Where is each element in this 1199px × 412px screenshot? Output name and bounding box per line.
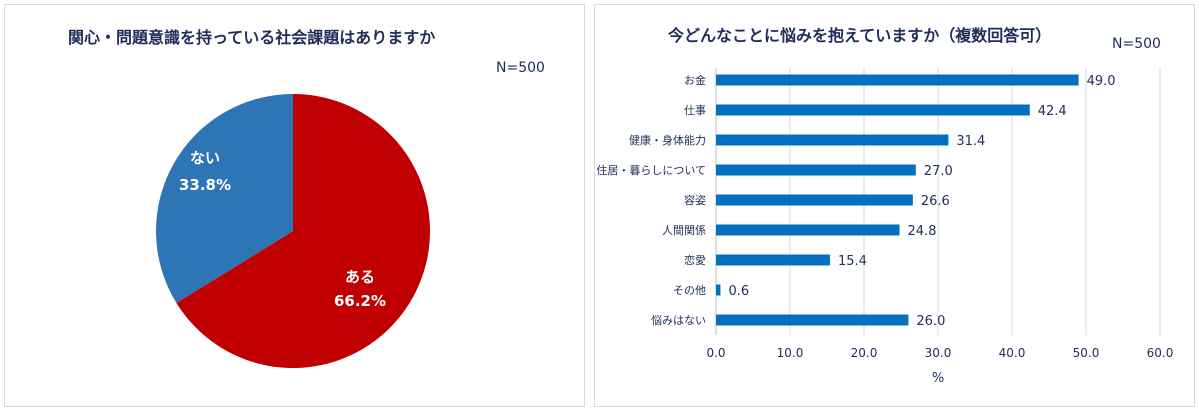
bar-value-label: 26.6	[921, 194, 950, 209]
x-tick-label: 10.0	[777, 346, 804, 360]
bar	[716, 194, 913, 206]
bar-sample-size: N=500	[1112, 36, 1161, 52]
category-label: 容姿	[684, 193, 706, 207]
bar-value-label: 26.0	[916, 314, 945, 329]
bar	[716, 314, 909, 326]
x-tick-label: 0.0	[706, 346, 725, 360]
x-tick-label: 40.0	[999, 346, 1026, 360]
bar	[716, 284, 721, 296]
bar	[716, 164, 916, 176]
bar-value-label: 27.0	[924, 164, 953, 179]
bar-value-label: 24.8	[908, 224, 937, 239]
category-label: 健康・身体能力	[629, 133, 706, 147]
category-label: 人間関係	[662, 224, 706, 237]
bar	[716, 104, 1030, 116]
x-axis-label: %	[932, 371, 944, 386]
bar-value-label: 31.4	[956, 134, 985, 149]
pie-label-aru: ある	[345, 268, 375, 286]
pie-value-nai: 33.8%	[179, 176, 231, 194]
bar-value-label: 15.4	[838, 254, 867, 269]
bar	[716, 134, 949, 146]
category-label: 悩みはない	[651, 313, 706, 327]
category-label: 恋愛	[684, 253, 706, 267]
category-label: お金	[684, 73, 706, 87]
pie-label-nai: ない	[190, 149, 220, 167]
category-label: 仕事	[684, 104, 706, 117]
pie-value-aru: 66.2%	[334, 292, 386, 310]
bar-chart-title: 今どんなことに悩みを抱えていますか（複数回答可）	[668, 26, 1052, 45]
pie-slice-nai	[156, 94, 293, 303]
pie-sample-size: N=500	[496, 60, 545, 76]
x-tick-label: 20.0	[851, 346, 878, 360]
bar	[716, 74, 1079, 86]
x-tick-label: 50.0	[1073, 346, 1100, 360]
bar-value-label: 49.0	[1087, 74, 1116, 89]
pie-chart: ある 66.2% ない 33.8%	[156, 94, 430, 368]
bar-value-label: 0.6	[728, 284, 749, 299]
bar	[716, 224, 900, 236]
category-label: その他	[673, 284, 706, 297]
pie-slice-aru	[176, 94, 430, 368]
category-label: 住居・暮らしについて	[596, 163, 706, 177]
x-tick-label: 60.0	[1147, 346, 1174, 360]
bar-value-label: 42.4	[1038, 104, 1067, 119]
bar	[716, 254, 830, 266]
pie-chart-title: 関心・問題意識を持っている社会課題はありますか	[68, 28, 436, 47]
x-tick-label: 30.0	[925, 346, 952, 360]
